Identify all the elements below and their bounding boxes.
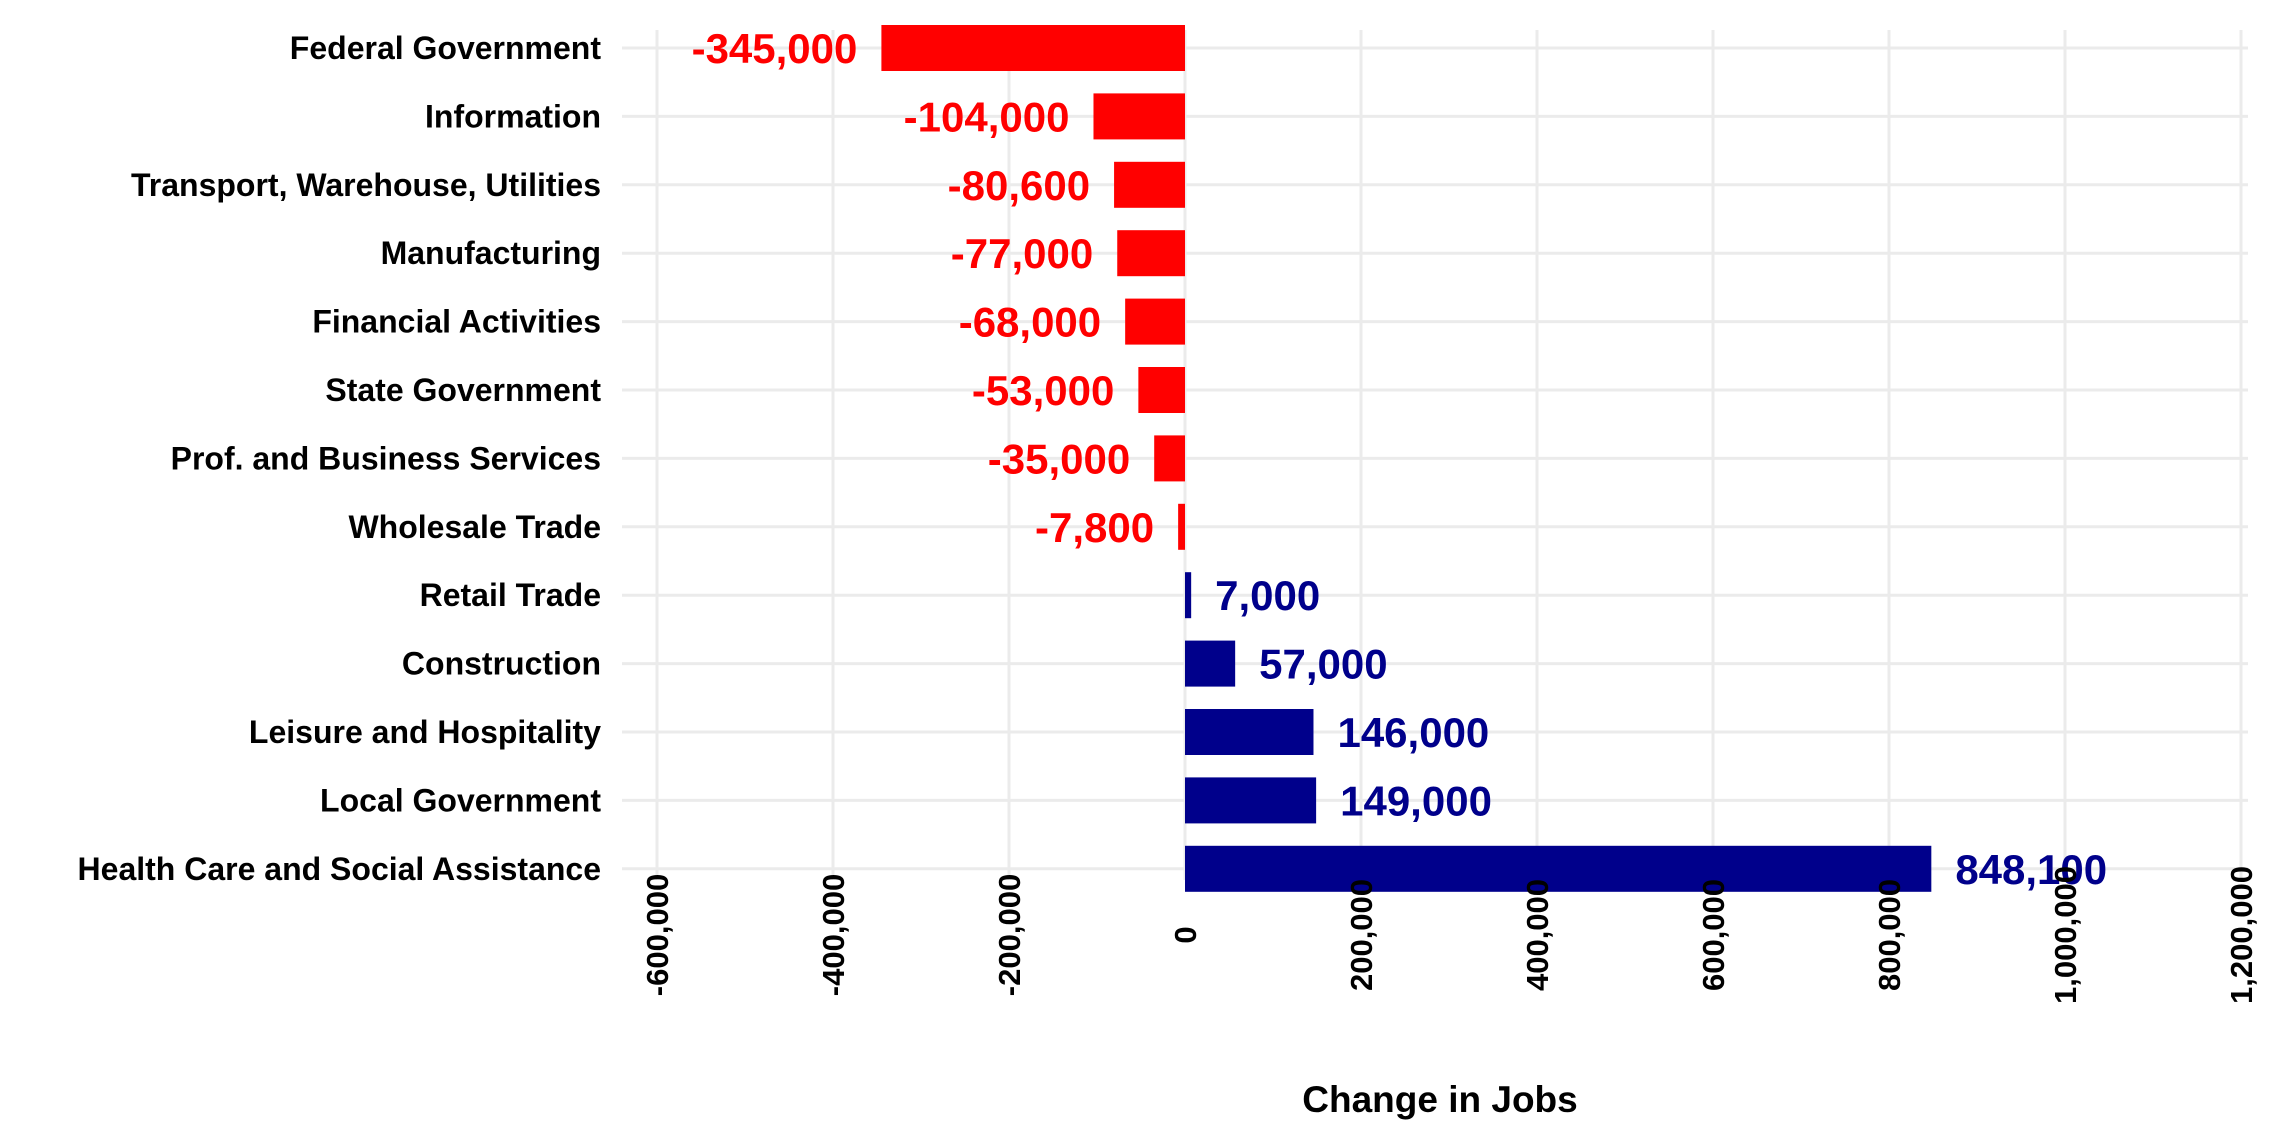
- x-tick-label: -600,000: [640, 874, 675, 996]
- x-tick-label: 600,000: [1696, 879, 1731, 991]
- value-label: 146,000: [1337, 709, 1489, 756]
- category-labels: Federal Government Information Transport, …: [78, 30, 602, 887]
- bar: [1138, 367, 1185, 413]
- value-label: -53,000: [972, 367, 1114, 414]
- category-label: Leisure and Hospitality: [249, 714, 601, 750]
- value-label: -7,800: [1035, 504, 1154, 551]
- x-tick-label: -200,000: [992, 874, 1027, 996]
- category-label: Manufacturing: [381, 235, 601, 271]
- bar: [1185, 709, 1314, 755]
- x-tick-label: 200,000: [1344, 879, 1379, 991]
- bar: [1185, 845, 1932, 892]
- bar: [1185, 640, 1236, 687]
- x-tick-label: -400,000: [816, 874, 851, 996]
- x-tick-label: 400,000: [1520, 879, 1555, 991]
- value-label: -68,000: [959, 299, 1101, 346]
- bar: [1114, 161, 1185, 208]
- category-label: State Government: [325, 372, 601, 408]
- category-label: Local Government: [320, 782, 601, 818]
- x-tick-label: 800,000: [1872, 879, 1907, 991]
- category-label: Construction: [402, 646, 601, 682]
- value-label: -104,000: [904, 93, 1070, 140]
- bar: [1117, 230, 1185, 277]
- bar: [1185, 572, 1192, 619]
- value-label: 848,100: [1955, 846, 2107, 893]
- value-label: 57,000: [1259, 641, 1387, 688]
- bar: [1185, 777, 1317, 824]
- x-tick-label: 1,000,000: [2048, 866, 2083, 1004]
- x-tick-label: 0: [1168, 926, 1203, 943]
- x-axis-title: Change in Jobs: [1302, 1079, 1577, 1120]
- bars: [881, 25, 1932, 892]
- category-label: Wholesale Trade: [348, 509, 601, 545]
- category-label: Retail Trade: [420, 577, 601, 613]
- value-label: 7,000: [1215, 572, 1320, 619]
- value-label: -80,600: [948, 162, 1090, 209]
- x-tick-labels: -600,000 -400,000 -200,000 0 200,000 400,000 6…: [640, 866, 2259, 1004]
- category-label: Health Care and Social Assistance: [78, 851, 601, 887]
- value-label: -345,000: [692, 25, 858, 72]
- value-label: 149,000: [1340, 777, 1492, 824]
- category-label: Information: [425, 98, 601, 134]
- value-labels: -345,000 -104,000 -80,600 -77,000 -68,000 -53…: [692, 25, 2108, 893]
- bar: [1093, 93, 1185, 140]
- bar: [1125, 298, 1185, 345]
- bar: [1154, 435, 1185, 482]
- value-label: -77,000: [951, 230, 1093, 277]
- bar: [1178, 503, 1185, 550]
- category-label: Financial Activities: [312, 304, 601, 340]
- category-label: Transport, Warehouse, Utilities: [131, 167, 601, 203]
- category-label: Federal Government: [290, 30, 602, 66]
- value-label: -35,000: [988, 435, 1130, 482]
- category-label: Prof. and Business Services: [171, 440, 601, 476]
- bar: [881, 25, 1185, 71]
- x-tick-label: 1,200,000: [2224, 866, 2259, 1004]
